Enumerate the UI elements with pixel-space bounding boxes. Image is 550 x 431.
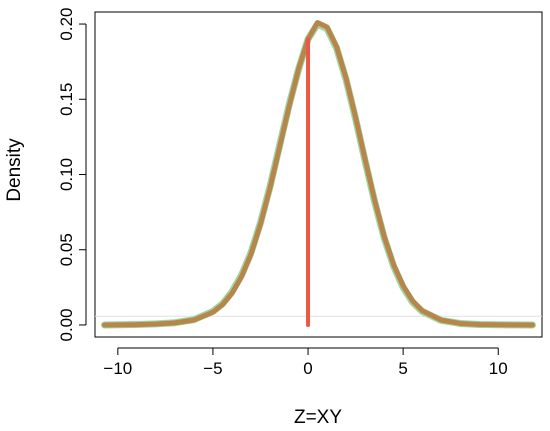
y-tick-label: 0.15 xyxy=(57,83,76,116)
y-tick-label: 0.00 xyxy=(57,308,76,341)
y-axis: 0.00 0.05 0.10 0.15 0.20 xyxy=(57,7,87,342)
y-tick-label: 0.05 xyxy=(57,233,76,266)
x-tick-label: 10 xyxy=(489,359,508,378)
x-axis-label: Z=XY xyxy=(294,407,342,428)
x-axis: −10 −5 0 5 10 xyxy=(103,347,508,378)
series-layer xyxy=(101,20,536,329)
x-tick-label: −10 xyxy=(103,359,132,378)
y-tick-label: 0.20 xyxy=(57,7,76,40)
y-tick-label: 0.10 xyxy=(57,158,76,191)
series-line-2 xyxy=(102,20,535,328)
series-line-1 xyxy=(101,20,536,329)
x-tick-label: 0 xyxy=(303,359,312,378)
x-tick-label: 5 xyxy=(398,359,407,378)
y-axis-label: Density xyxy=(4,138,25,202)
x-tick-label: −5 xyxy=(203,359,222,378)
plot-frame xyxy=(94,11,543,338)
